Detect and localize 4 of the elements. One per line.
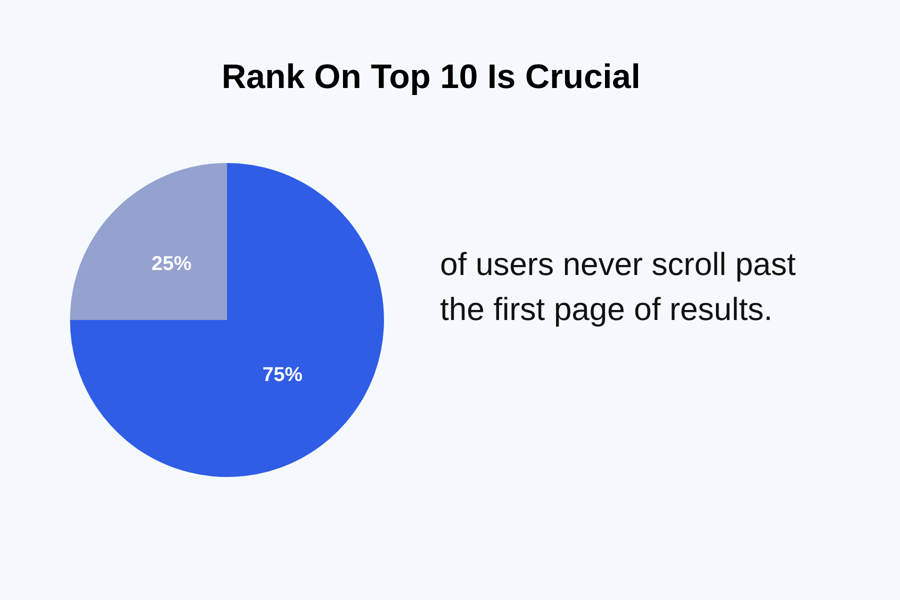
- text: of users never scroll past the first page of results.: [440, 245, 797, 329]
- data-label: 75%: [262, 364, 303, 386]
- chart-title: Rank On Top 10 Is Crucial: [220, 58, 642, 97]
- data-label: 25%: [151, 253, 192, 276]
